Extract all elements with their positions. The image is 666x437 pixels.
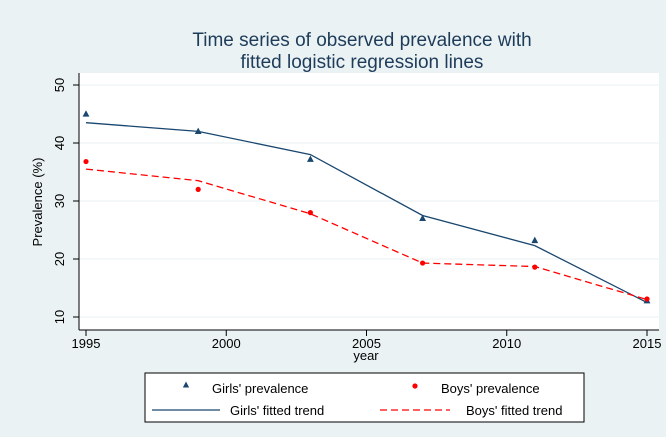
series-layer: [82, 110, 651, 304]
y-tick-label-50: 50: [52, 78, 67, 92]
chart-title-line-1: Time series of observed prevalence with: [192, 30, 531, 51]
x-tick-label-1995: 1995: [72, 336, 101, 351]
legend-items: Girls' prevalence Boys' prevalence Girls' …: [152, 381, 562, 418]
y-tick-label-30: 30: [52, 194, 67, 208]
girls-prevalencepoint-1999: [194, 127, 202, 135]
chart-title-line-2: fitted logistic regression lines: [241, 52, 484, 73]
boys-prevalencepoint-2007: [420, 260, 426, 266]
boys-prevalencepoint-2003: [307, 210, 313, 216]
boys-prevalencepoint-2011: [532, 264, 538, 270]
x-tick-label-2015: 2015: [633, 336, 662, 351]
legend-label-boys-prevalence: Boys' prevalence: [441, 381, 540, 396]
legend-marker-boys-prevalence: [412, 383, 418, 389]
y-tick-label-10: 10: [52, 310, 67, 324]
legend-label-girls-prevalence: Girls' prevalence: [212, 381, 308, 396]
girls-prevalencepoint-2011: [531, 236, 539, 244]
x-tick-label-2000: 2000: [212, 336, 241, 351]
girls-prevalencepoint-2003: [306, 155, 314, 162]
y-tick-label-20: 20: [52, 252, 67, 266]
legend-label-girls-fitted-trend: Girls' fitted trend: [230, 403, 324, 418]
legend-label-boys-fitted-trend: Boys' fitted trend: [466, 403, 562, 418]
legend-marker-girls-prevalence: [182, 381, 190, 388]
x-tick-label-2010: 2010: [492, 336, 521, 351]
x-tick-label-2005: 2005: [352, 336, 381, 351]
girls-prevalencepoint-1995: [82, 110, 90, 117]
grid-lines: [79, 84, 659, 318]
legend-box: [144, 372, 585, 423]
girls-prevalencepoint-2007: [419, 214, 427, 222]
y-tick-label-40: 40: [52, 136, 67, 150]
series-line-girls-fitted-trend: [85, 122, 648, 304]
boys-prevalencepoint-1999: [195, 186, 201, 192]
ticks: 10 20 30 40 50 1995 2000 2005 2010 2015: [52, 78, 661, 351]
legend: Girls' prevalence Boys' prevalence Girls' …: [144, 372, 585, 423]
series-line-boys-fitted-trend: [85, 168, 648, 301]
boys-prevalencepoint-2015: [644, 296, 650, 302]
boys-prevalencepoint-1995: [83, 158, 89, 165]
x-axis-title: year: [353, 348, 379, 363]
y-axis-title: Prevalence (%): [30, 158, 45, 247]
